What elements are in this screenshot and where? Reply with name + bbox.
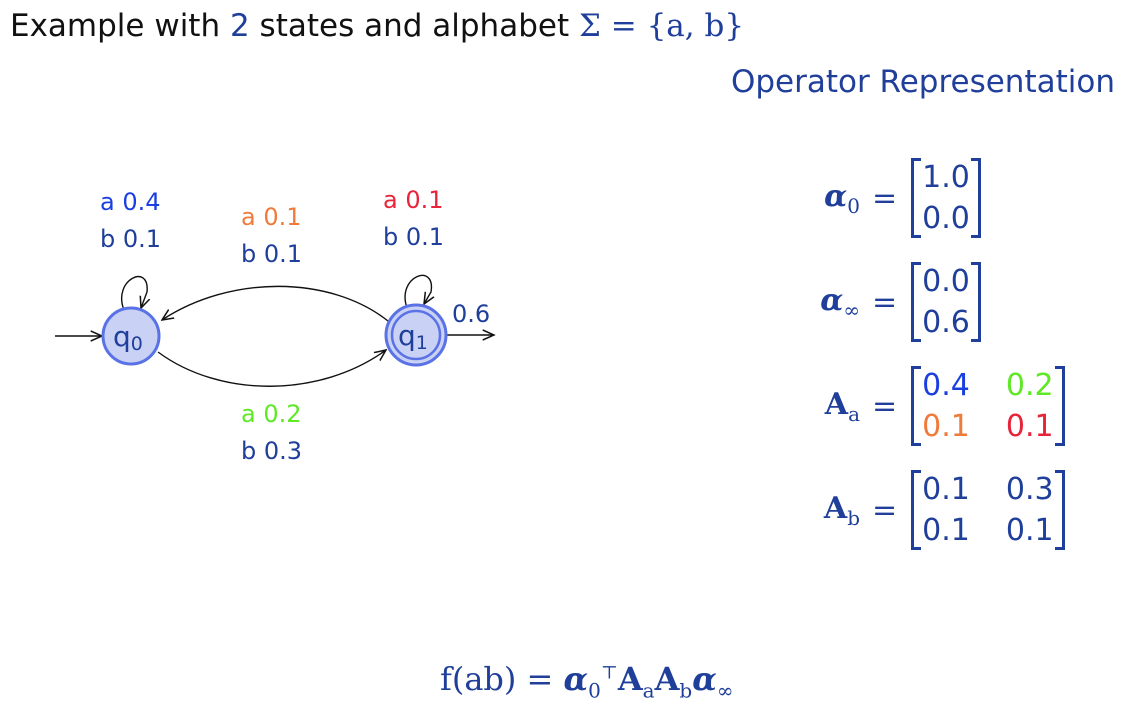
alpha0-entry: 0.0 [922,201,970,236]
slide-title: Example with 2 states and alphabet Σ = {… [10,8,744,44]
edge-q0-to-q1 [157,350,386,387]
svg-text:q1: q1 [398,319,428,354]
self-loop-q0 [121,275,148,311]
title-middle: states and alphabet [249,8,579,44]
alpha0-entry: 1.0 [922,160,970,195]
Aa-entry: 0.1 [1005,409,1054,444]
loop-q1-label-a: a 0.1 [383,186,444,214]
Aa-entry: 0.2 [1005,368,1054,403]
Ab-matrix: 0.1 0.3 0.1 0.1 [911,470,1066,550]
Ab-entry: 0.1 [922,472,970,507]
edge-q1-q0-label-b: b 0.1 [241,240,302,268]
alphainf-vector: 0.0 0.6 [911,262,981,342]
Ab-entry: 0.3 [1005,472,1054,507]
self-loop-q1 [404,274,431,309]
edge-q0-q1-label-a: a 0.2 [241,400,302,428]
alphainf-equation: α∞ = 0.0 0.6 [800,262,981,342]
Ab-entry: 0.1 [1005,513,1054,548]
alpha0-equation: α0 = 1.0 0.0 [800,158,981,238]
loop-q1-label-b: b 0.1 [383,223,444,251]
Aa-equation: Aa = 0.4 0.2 0.1 0.1 [800,366,1066,446]
state-q0: q0 [101,306,161,366]
operator-representation-heading: Operator Representation [730,64,1115,100]
Ab-entry: 0.1 [922,513,970,548]
state-q1: q1 [384,303,448,367]
alphainf-entry: 0.0 [922,264,970,299]
alphainf-symbol: α∞ [820,282,860,322]
title-state-count: 2 [229,8,250,44]
alphainf-entry: 0.6 [922,305,970,340]
alpha0-vector: 1.0 0.0 [911,158,981,238]
loop-q0-label-a: a 0.4 [100,188,161,216]
Aa-entry: 0.1 [922,409,970,444]
edge-q0-q1-label-b: b 0.3 [241,437,302,465]
Ab-equation: Ab = 0.1 0.3 0.1 0.1 [800,470,1066,550]
alpha0-symbol: α0 [824,178,860,218]
sequence-probability-formula: f(ab) = α0⊤AaAbα∞ [440,660,734,703]
loop-q0-label-b: b 0.1 [100,225,161,253]
automaton-diagram: 0.6 q0 q1 a 0.4 b 0.1 a 0.1 b 0.1 a 0.1 … [55,186,620,465]
Ab-symbol: Ab [823,490,860,530]
edge-q1-q0-label-a: a 0.1 [241,203,302,231]
svg-text:q0: q0 [113,320,143,355]
final-weight-label: 0.6 [452,300,490,328]
title-prefix: Example with [10,8,230,44]
Aa-symbol: Aa [824,386,860,426]
title-alphabet: Σ = {a, b} [578,8,745,44]
edge-q1-to-q0 [162,285,389,322]
Aa-entry: 0.4 [922,368,970,403]
Aa-matrix: 0.4 0.2 0.1 0.1 [911,366,1066,446]
